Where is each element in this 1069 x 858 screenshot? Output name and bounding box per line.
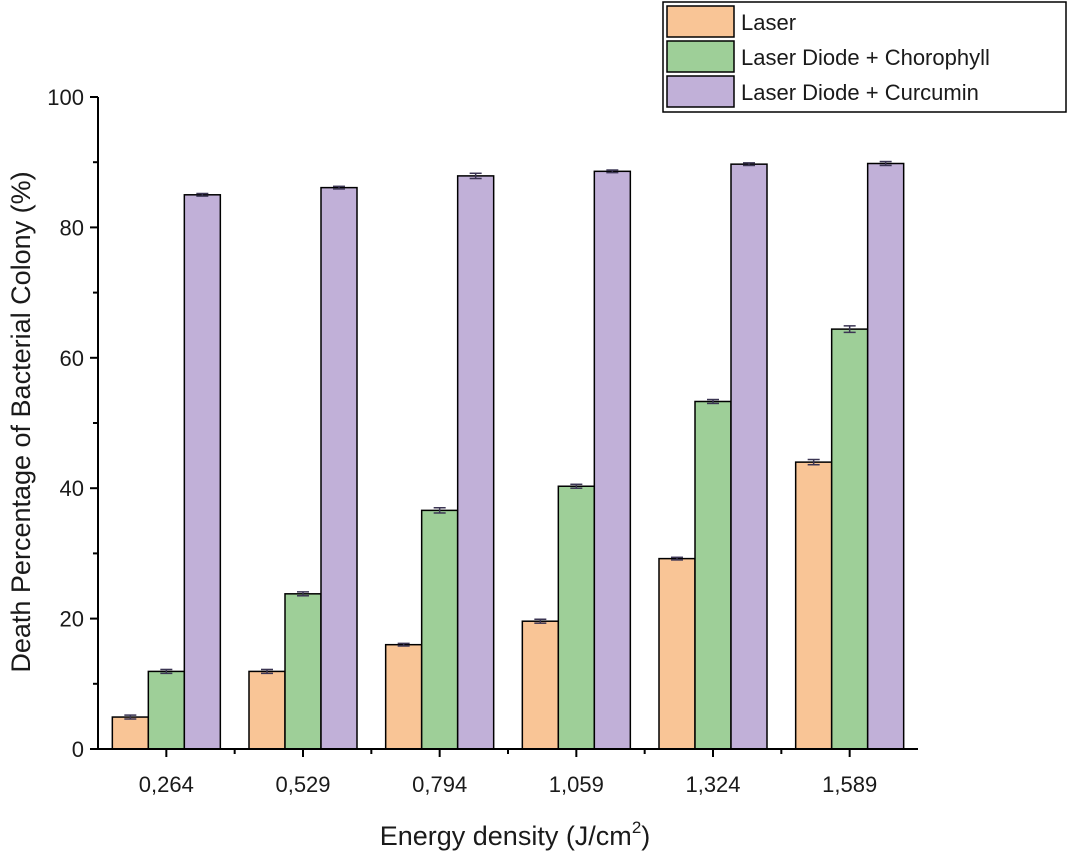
bars-layer: [111, 160, 905, 750]
bar: [147, 670, 186, 750]
x-tick-label: 1,059: [549, 772, 604, 797]
bar: [456, 175, 495, 750]
bar: [521, 620, 560, 750]
y-tick-label: 60: [60, 346, 84, 371]
bar: [248, 670, 286, 750]
x-tick-label: 1,589: [822, 772, 877, 797]
error-bar: [606, 169, 619, 174]
x-tick-label: 0,794: [412, 772, 467, 797]
legend-label: Laser Diode + Chorophyll: [741, 45, 990, 70]
x-axis-title-superscript: 2: [632, 818, 641, 837]
bar: [183, 194, 222, 750]
bar: [658, 557, 696, 750]
legend: Laser Laser Diode + Chorophyll Laser Diode…: [662, 1, 1067, 113]
legend-label: Laser: [741, 10, 796, 35]
error-bar: [124, 714, 137, 720]
bar: [830, 328, 869, 750]
error-bar: [879, 160, 892, 167]
bar: [866, 162, 905, 750]
error-bar: [469, 172, 482, 180]
bar: [284, 593, 322, 750]
x-tick-label: 0,264: [139, 772, 194, 797]
legend-swatch: [666, 5, 735, 38]
error-bar: [807, 458, 820, 466]
x-tick-label: 1,324: [685, 772, 740, 797]
error-bar: [261, 668, 273, 675]
x-axis-title-suffix: ): [641, 821, 650, 851]
error-bar: [433, 507, 446, 514]
bar: [730, 163, 768, 750]
bar: [420, 509, 459, 750]
error-bar: [333, 185, 345, 190]
legend-swatch: [666, 40, 735, 73]
y-axis-title: Death Percentage of Bacterial Colony (%): [6, 171, 36, 672]
legend-swatch: [666, 75, 735, 108]
x-tick-label: 0,529: [275, 772, 330, 797]
error-bar: [534, 618, 547, 624]
bar: [111, 716, 150, 750]
error-bar: [743, 162, 755, 167]
x-axis-title-main: Energy density (J/cm: [380, 821, 632, 851]
error-bar: [570, 483, 583, 489]
bar: [593, 170, 632, 750]
x-axis-title: Energy density (J/cm2): [380, 818, 651, 851]
y-tick-label: 40: [60, 476, 84, 501]
error-bar: [196, 192, 209, 197]
error-bar: [671, 556, 683, 561]
y-tick-label: 20: [60, 607, 84, 632]
bar: [794, 461, 833, 750]
legend-label: Laser Diode + Curcumin: [741, 80, 979, 105]
y-tick-label: 100: [47, 85, 84, 110]
y-tick-label: 0: [72, 737, 84, 762]
ticks-layer: 0 20 40 60 80 100 0,264 0,529 0,794 1,059 1,324 1,5…: [47, 85, 877, 797]
bar: [694, 400, 732, 750]
bar: [384, 643, 423, 750]
error-bar: [397, 642, 410, 647]
error-bar: [297, 591, 309, 597]
y-tick-label: 80: [60, 215, 84, 240]
error-bar: [707, 398, 719, 405]
error-bar: [843, 325, 856, 334]
error-bar: [160, 668, 173, 675]
bar: [320, 186, 358, 750]
bar: [557, 485, 596, 750]
